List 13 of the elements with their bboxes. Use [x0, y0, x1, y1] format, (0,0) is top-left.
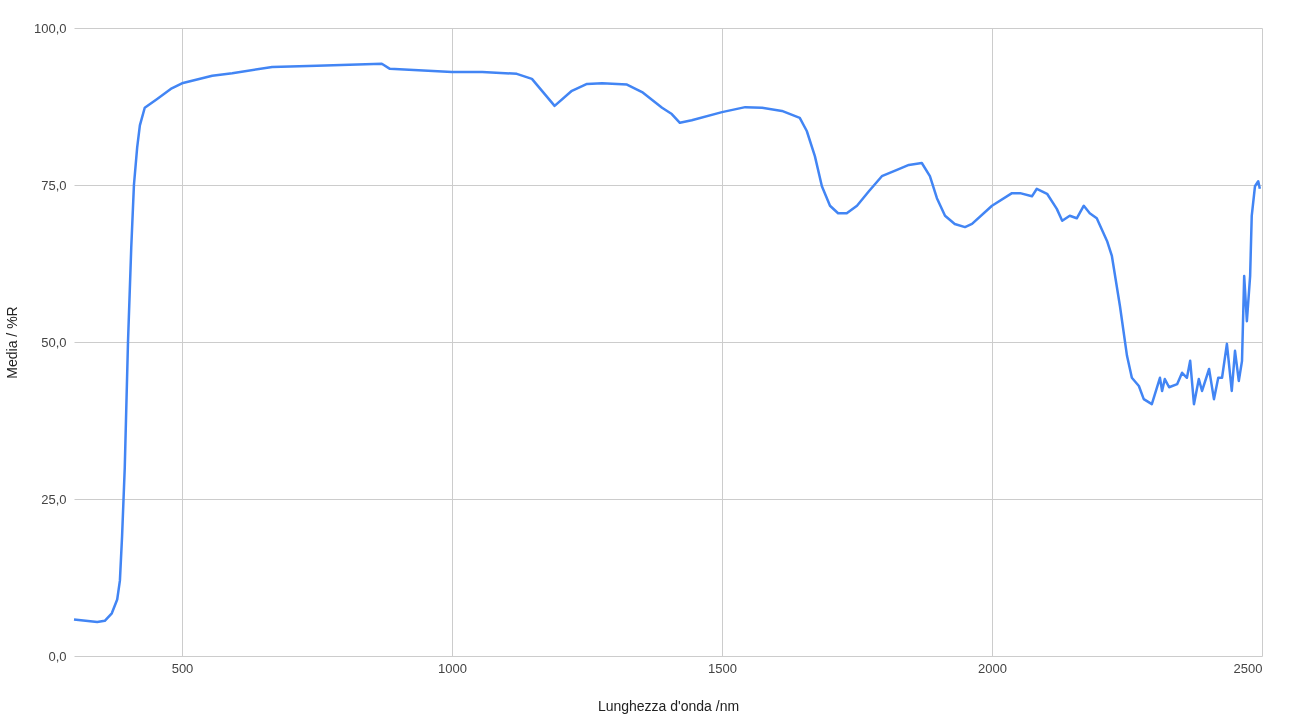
- x-tick-label: 2500: [1233, 660, 1263, 676]
- line-series: [72, 62, 1262, 624]
- x-tick-label: 1000: [438, 660, 467, 676]
- x-axis-title: Lunghezza d'onda /nm: [597, 697, 740, 714]
- y-tick-label: 75,0: [41, 177, 67, 193]
- y-tick-label: 100,0: [33, 20, 67, 36]
- x-tick-label: 1500: [708, 660, 737, 676]
- y-tick-label: 25,0: [41, 491, 67, 507]
- y-tick-label: 50,0: [41, 334, 67, 350]
- x-tick-label: 2000: [978, 660, 1007, 676]
- y-tick-label: 0,0: [48, 648, 67, 664]
- x-tick-label: 500: [171, 660, 194, 676]
- y-axis-title: Media / %R: [3, 306, 20, 379]
